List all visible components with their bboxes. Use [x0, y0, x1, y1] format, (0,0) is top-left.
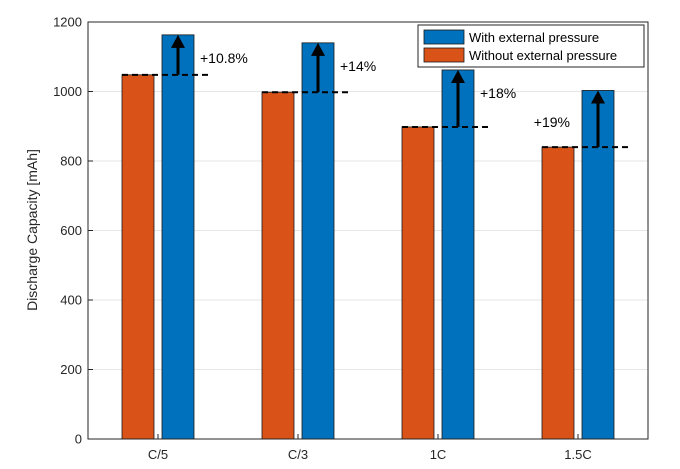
y-tick-label: 800: [60, 154, 82, 169]
y-tick-label: 1000: [53, 84, 82, 99]
baseline-dashes: [122, 73, 628, 149]
bar-with-pressure: [581, 90, 615, 440]
arrow-head: [451, 69, 465, 83]
x-tick-label: C/5: [148, 447, 168, 462]
bar-without-pressure: [401, 126, 435, 440]
legend-label: With external pressure: [469, 30, 599, 45]
bar-with-pressure: [301, 42, 335, 440]
bar-without-pressure: [261, 91, 295, 440]
y-tick-label: 200: [60, 362, 82, 377]
legend-swatch: [423, 29, 465, 45]
percent-annotation: +14%: [340, 58, 376, 74]
arrow-head: [171, 34, 185, 48]
bar-with-pressure: [161, 34, 195, 440]
legend-swatch: [423, 47, 465, 63]
bar-without-pressure: [121, 74, 155, 440]
y-tick-label: 0: [75, 432, 82, 447]
arrow-head: [311, 42, 325, 56]
x-tick-label: 1C: [430, 447, 447, 462]
percent-annotation: +18%: [480, 85, 516, 101]
y-axis-ticks: 0 200 400 600 800 1000 1200: [53, 15, 93, 447]
increase-arrows: [171, 34, 605, 148]
y-axis-label: Discharge Capacity [mAh]: [24, 149, 40, 311]
x-tick-label: C/3: [288, 447, 308, 462]
percent-annotation: +10.8%: [200, 50, 248, 66]
arrow-head: [591, 90, 605, 104]
bar-without-pressure: [541, 146, 575, 440]
percent-annotation: +19%: [534, 114, 570, 130]
x-axis-ticks: C/5 C/3 1C 1.5C: [148, 434, 592, 462]
y-tick-label: 1200: [53, 15, 82, 30]
y-tick-label: 400: [60, 293, 82, 308]
legend: With external pressure Without external p…: [417, 24, 645, 68]
legend-label: Without external pressure: [469, 48, 617, 63]
x-tick-label: 1.5C: [564, 447, 591, 462]
bars: [121, 34, 615, 440]
percent-annotations: +10.8% +14% +18% +19%: [200, 50, 570, 130]
y-tick-label: 600: [60, 223, 82, 238]
